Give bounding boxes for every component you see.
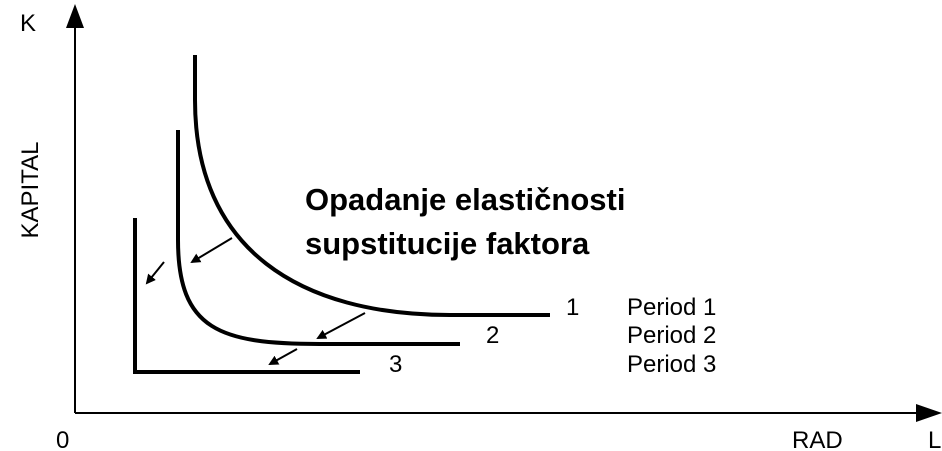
arrow: [190, 237, 233, 264]
curve-3: [133, 218, 360, 374]
x-symbol: L: [928, 427, 941, 451]
x-arrow: [916, 404, 942, 422]
legend-entry: Period 2: [627, 322, 716, 349]
curve-2: [176, 130, 460, 346]
axes: [66, 4, 942, 422]
arrow: [316, 312, 366, 339]
title-line: supstitucije faktora: [305, 226, 590, 261]
x-label: RAD: [792, 427, 843, 451]
title-line: Opadanje elastičnosti: [305, 182, 625, 217]
y-arrow: [66, 4, 84, 28]
legend-entry: Period 3: [627, 351, 716, 378]
origin: 0: [56, 427, 69, 451]
curve-label: 3: [389, 351, 402, 378]
arrow: [268, 348, 298, 365]
curve-label: 2: [486, 322, 499, 349]
legend-entry: Period 1: [627, 294, 716, 321]
shift-arrows: [145, 237, 366, 365]
y-label: KAPITAL: [17, 142, 44, 239]
isoquants: [133, 55, 550, 374]
y-symbol: K: [20, 10, 36, 37]
arrow: [145, 261, 165, 285]
curve-label: 1: [566, 294, 579, 321]
curve-1: [193, 55, 550, 317]
